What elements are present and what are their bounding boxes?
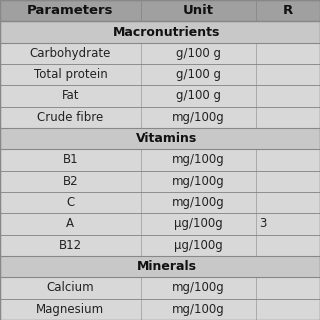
Bar: [0, 21, 320, 43]
Bar: [0, 149, 320, 171]
Text: B1: B1: [63, 154, 78, 166]
Bar: [0, 235, 320, 256]
Text: mg/100g: mg/100g: [172, 196, 225, 209]
Text: 3: 3: [259, 218, 267, 230]
Text: g/100 g: g/100 g: [176, 90, 221, 102]
Text: mg/100g: mg/100g: [172, 111, 225, 124]
Text: Carbohydrate: Carbohydrate: [30, 47, 111, 60]
Text: R: R: [283, 4, 293, 17]
Text: g/100 g: g/100 g: [176, 68, 221, 81]
Bar: [0, 0, 320, 21]
Bar: [0, 299, 320, 320]
Text: Macronutrients: Macronutrients: [113, 26, 220, 38]
Text: Total protein: Total protein: [34, 68, 107, 81]
Text: µg/100g: µg/100g: [174, 239, 223, 252]
Text: mg/100g: mg/100g: [172, 175, 225, 188]
Text: Crude fibre: Crude fibre: [37, 111, 104, 124]
Text: Magnesium: Magnesium: [36, 303, 104, 316]
Text: mg/100g: mg/100g: [172, 303, 225, 316]
Text: B12: B12: [59, 239, 82, 252]
Text: Parameters: Parameters: [27, 4, 114, 17]
Text: Fat: Fat: [62, 90, 79, 102]
Text: Vitamins: Vitamins: [136, 132, 197, 145]
Bar: [0, 192, 320, 213]
Bar: [0, 256, 320, 277]
Text: mg/100g: mg/100g: [172, 282, 225, 294]
Bar: [0, 107, 320, 128]
Text: mg/100g: mg/100g: [172, 154, 225, 166]
Bar: [0, 213, 320, 235]
Text: Minerals: Minerals: [136, 260, 196, 273]
Bar: [0, 277, 320, 299]
Text: C: C: [66, 196, 75, 209]
Text: µg/100g: µg/100g: [174, 218, 223, 230]
Text: Unit: Unit: [183, 4, 214, 17]
Text: B2: B2: [63, 175, 78, 188]
Bar: [0, 85, 320, 107]
Bar: [0, 64, 320, 85]
Text: A: A: [67, 218, 75, 230]
Text: Calcium: Calcium: [47, 282, 94, 294]
Bar: [0, 43, 320, 64]
Text: g/100 g: g/100 g: [176, 47, 221, 60]
Bar: [0, 171, 320, 192]
Bar: [0, 128, 320, 149]
